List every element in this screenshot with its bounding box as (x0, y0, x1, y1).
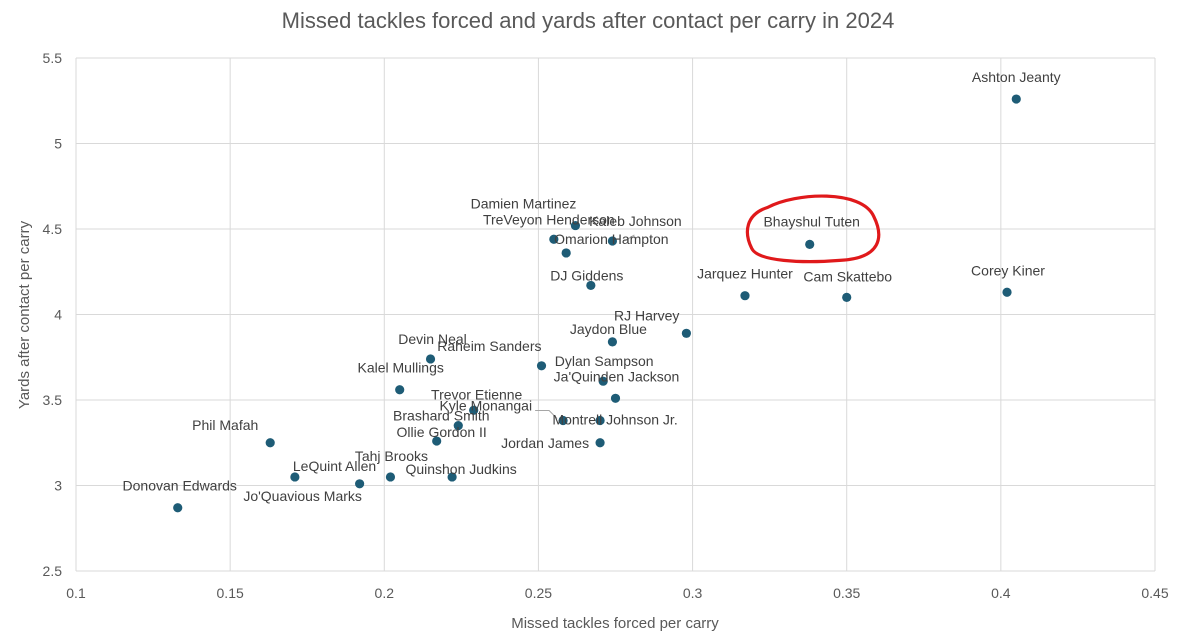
data-point (561, 248, 571, 258)
data-label: LeQuint Allen (293, 458, 376, 474)
data-point (385, 472, 396, 482)
y-tick-label: 3.5 (43, 392, 63, 408)
x-tick-label: 0.4 (991, 585, 1011, 601)
data-label: Raheim Sanders (437, 338, 541, 354)
x-tick-label: 0.2 (375, 585, 395, 601)
data-label: DJ Giddens (550, 267, 623, 283)
highlight-circle-annotation (745, 194, 881, 264)
leader-line (624, 234, 635, 242)
data-point (265, 438, 275, 448)
data-label: Kyle Monangai (439, 398, 532, 414)
y-tick-label: 5.5 (43, 50, 63, 66)
y-tick-label: 4.5 (43, 221, 63, 237)
data-point (681, 328, 692, 338)
data-points (173, 94, 1021, 513)
data-label: Brashard Smith (393, 408, 489, 424)
data-point (607, 236, 618, 246)
data-label: Kaleb Johnson (589, 213, 682, 229)
data-label: Jaydon Blue (570, 321, 647, 337)
data-point (355, 479, 365, 489)
data-point (610, 393, 621, 403)
data-point (598, 376, 608, 386)
x-tick-label: 0.25 (525, 585, 552, 601)
data-point (549, 234, 559, 244)
data-label: Devin Neal (398, 331, 466, 347)
data-point (740, 291, 750, 301)
data-point (173, 503, 183, 513)
data-label: Tahj Brooks (355, 448, 428, 464)
data-point (469, 405, 479, 415)
data-label: Quinshon Judkins (405, 461, 516, 477)
data-point (805, 239, 815, 249)
data-point (395, 385, 405, 395)
data-point (586, 280, 596, 291)
data-point (595, 438, 605, 448)
data-point (595, 415, 605, 426)
data-label: Trevor Etienne (431, 386, 523, 402)
data-label: Jarquez Hunter (697, 266, 793, 282)
data-label: Corey Kiner (971, 262, 1045, 278)
x-tick-label: 0.45 (1141, 585, 1168, 601)
chart-title: Missed tackles forced and yards after co… (282, 8, 895, 33)
y-axis-tick-labels: 2.5 3 3.5 4 4.5 5 5.5 (43, 50, 63, 579)
gridlines (75, 57, 1156, 572)
data-label: Jordan James (501, 435, 589, 451)
data-label: Dylan Sampson (555, 353, 654, 369)
y-tick-label: 5 (54, 136, 62, 152)
x-axis-label: Missed tackles forced per carry (511, 615, 719, 632)
label-leader-lines (535, 234, 635, 419)
data-point (842, 292, 852, 302)
data-point (290, 472, 300, 482)
data-point (425, 354, 436, 364)
data-point (432, 436, 442, 446)
data-label: Phil Mafah (192, 417, 258, 433)
data-point (607, 337, 618, 347)
data-label: Ja'Quinden Jackson (554, 368, 680, 384)
leader-line (535, 410, 558, 419)
data-label: Damien Martinez (471, 196, 577, 212)
data-label: Omarion Hampton (554, 231, 668, 247)
data-label: TreVeyon Henderson (483, 211, 615, 227)
data-point (570, 220, 581, 231)
data-label: Bhayshul Tuten (763, 213, 860, 229)
data-label: Ashton Jeanty (972, 69, 1061, 85)
y-axis-label: Yards after contact per carry (16, 220, 33, 409)
x-tick-label: 0.35 (833, 585, 860, 601)
data-label: Montrell Johnson Jr. (552, 412, 677, 428)
data-point (453, 421, 463, 431)
y-tick-label: 4 (54, 307, 62, 323)
data-point (1011, 94, 1021, 104)
x-tick-label: 0.15 (217, 585, 244, 601)
data-point (1002, 287, 1012, 297)
x-tick-label: 0.3 (683, 585, 703, 601)
y-tick-label: 3 (54, 478, 62, 494)
x-tick-label: 0.1 (66, 585, 86, 601)
data-label: Cam Skattebo (803, 268, 892, 284)
data-label: RJ Harvey (614, 307, 679, 323)
x-axis-tick-labels: 0.1 0.15 0.2 0.25 0.3 0.35 0.4 0.45 (66, 585, 1169, 601)
data-label: Jo'Quavious Marks (243, 488, 362, 504)
data-point (447, 472, 457, 482)
data-point (558, 415, 568, 426)
annotations (745, 194, 881, 264)
data-label: Donovan Edwards (123, 478, 237, 494)
data-label: Kalel Mullings (358, 360, 444, 376)
data-label: Ollie Gordon II (397, 424, 487, 440)
data-point (536, 361, 547, 371)
y-tick-label: 2.5 (43, 563, 63, 579)
